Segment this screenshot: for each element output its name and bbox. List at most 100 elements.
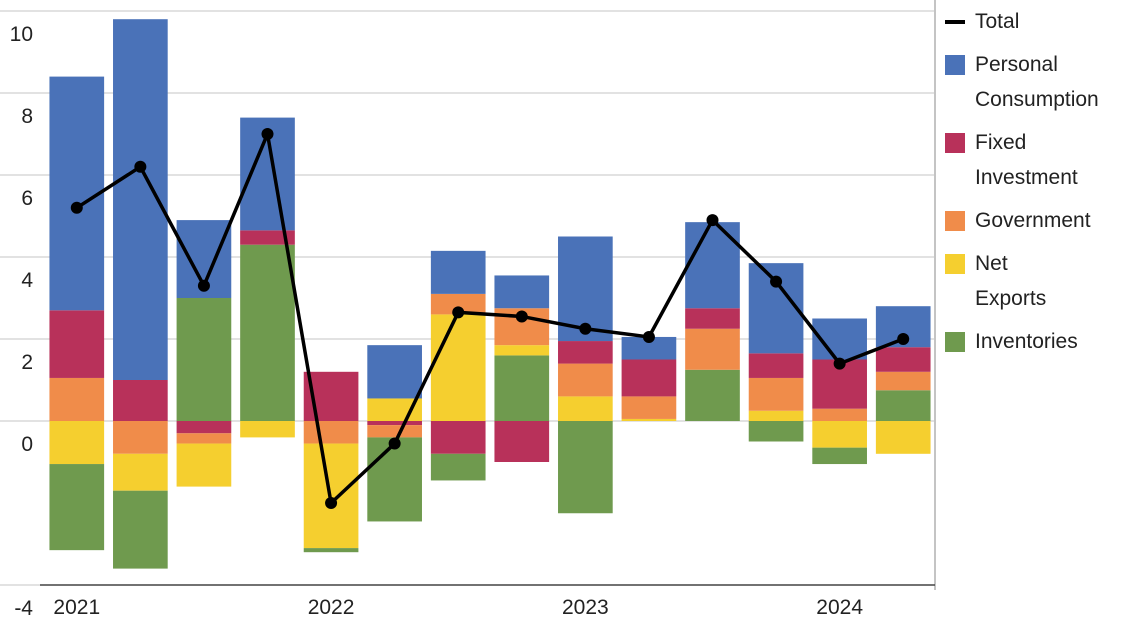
- bar-segment: [494, 355, 550, 421]
- bar-segment: [113, 453, 168, 491]
- bar-segment: [240, 421, 295, 438]
- bar-segment: [558, 363, 613, 397]
- bar-segment: [621, 418, 677, 421]
- legend-item: Personal Consumption: [945, 47, 1099, 117]
- legend-label: Total: [975, 10, 1020, 33]
- bar-segment: [685, 222, 740, 309]
- legend-swatch: [945, 20, 965, 24]
- bar-segment: [685, 308, 740, 329]
- bar-segment: [685, 328, 740, 370]
- bar-segment: [430, 314, 486, 421]
- total-point: [515, 310, 528, 323]
- bar-segment: [621, 336, 677, 360]
- bar-segment: [748, 410, 804, 421]
- legend-swatch: [945, 332, 965, 352]
- total-point: [197, 279, 210, 292]
- total-point: [833, 357, 846, 370]
- total-point: [70, 201, 83, 214]
- legend-label: Government: [975, 209, 1091, 232]
- legend-item: Inventories: [945, 324, 1099, 359]
- legend-swatch: [945, 55, 965, 75]
- y-tick-label: 10: [10, 23, 33, 46]
- bar-segment: [49, 76, 105, 311]
- total-point: [897, 333, 910, 345]
- y-tick-label: 8: [21, 105, 33, 128]
- y-tick-label: 2: [21, 351, 33, 374]
- bar-segment: [176, 433, 232, 444]
- y-tick-label: 0: [21, 433, 33, 456]
- bar-segment: [49, 464, 105, 551]
- total-point: [452, 306, 465, 319]
- total-point: [388, 437, 401, 450]
- bar-segment: [685, 369, 740, 421]
- bar-segment: [812, 447, 867, 465]
- bar-segment: [621, 396, 677, 419]
- bar-segment: [367, 437, 422, 522]
- bar-segment: [494, 275, 550, 309]
- legend: Total Personal Consumption Fixed Investmen…: [945, 4, 1099, 367]
- bar-segment: [49, 421, 105, 465]
- bar-segment: [49, 310, 105, 378]
- bar-segment: [558, 421, 613, 514]
- bar-segment: [240, 244, 295, 421]
- legend-label: Inventories: [975, 330, 1078, 353]
- total-point: [579, 322, 592, 335]
- bar-segment: [558, 396, 613, 421]
- legend-item: Fixed Investment: [945, 125, 1099, 195]
- total-point: [134, 160, 147, 173]
- bar-segment: [748, 353, 804, 378]
- bar-segment: [367, 425, 422, 438]
- bar-segment: [49, 377, 105, 421]
- bar-segment: [621, 359, 677, 397]
- bar-segment: [812, 408, 867, 421]
- x-tick-label: 2021: [53, 596, 100, 619]
- bar-segment: [113, 380, 168, 421]
- x-tick-label: 2024: [816, 596, 863, 619]
- legend-item: Government: [945, 203, 1099, 238]
- legend-label: Personal Consumption: [975, 53, 1099, 111]
- legend-label: Fixed Investment: [975, 131, 1078, 189]
- bar-segment: [875, 390, 931, 421]
- bar-segment: [494, 345, 550, 356]
- y-tick-label: -4: [14, 597, 33, 620]
- bar-segment: [875, 371, 931, 391]
- legend-item: Total: [945, 4, 1099, 39]
- bar-segment: [176, 443, 232, 487]
- bar-segment: [113, 490, 168, 569]
- bar-segment: [430, 421, 486, 454]
- y-tick-label: 6: [21, 187, 33, 210]
- bar-segment: [240, 230, 295, 245]
- bar-segment: [748, 377, 804, 411]
- bar-segment: [430, 453, 486, 481]
- total-point: [706, 214, 719, 227]
- bar-segment: [430, 250, 486, 294]
- bar-segment: [303, 421, 359, 444]
- bar-segment: [176, 421, 232, 434]
- total-point: [642, 330, 655, 343]
- legend-item: Net Exports: [945, 246, 1099, 316]
- legend-swatch: [945, 254, 965, 274]
- bar-segment: [558, 341, 613, 364]
- bar-segment: [875, 421, 931, 454]
- bar-segment: [367, 345, 422, 399]
- total-line: [75, 127, 904, 507]
- bar-segment: [176, 298, 232, 421]
- legend-swatch: [945, 133, 965, 153]
- x-tick-label: 2023: [562, 596, 609, 619]
- bar-segment: [812, 421, 867, 448]
- legend-label: Net Exports: [975, 252, 1047, 310]
- bar-segment: [367, 421, 422, 426]
- bar-segment: [875, 347, 931, 372]
- legend-swatch: [945, 211, 965, 231]
- bar-segment: [303, 548, 359, 553]
- bar-segment: [113, 421, 168, 454]
- bar-segment: [748, 421, 804, 442]
- x-tick-label: 2022: [308, 596, 355, 619]
- bar-segment: [430, 293, 486, 315]
- y-tick-label: 4: [21, 269, 33, 292]
- bar-segment: [494, 421, 550, 462]
- total-point: [325, 497, 338, 509]
- total-point: [261, 128, 274, 140]
